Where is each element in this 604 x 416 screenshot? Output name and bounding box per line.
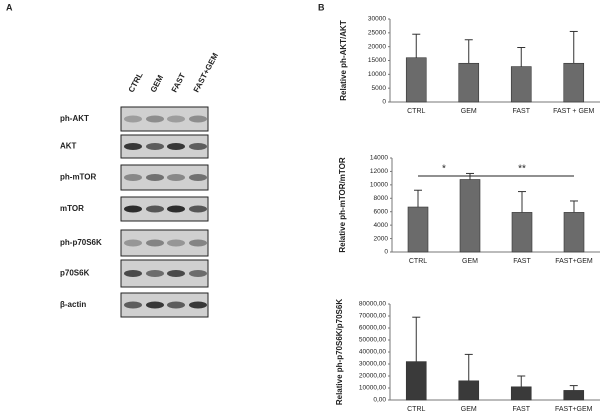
band bbox=[167, 301, 185, 309]
band bbox=[146, 205, 164, 213]
y-tick-label: 30000 bbox=[368, 16, 386, 23]
lane-label: FAST+GEM bbox=[192, 51, 220, 94]
row-label: β-actin bbox=[60, 300, 86, 309]
blot bbox=[120, 134, 209, 159]
band bbox=[167, 174, 185, 181]
blot bbox=[120, 106, 209, 132]
significance-label: * bbox=[442, 164, 446, 175]
band bbox=[146, 143, 164, 150]
bar bbox=[458, 62, 480, 103]
y-tick-label: 2000 bbox=[374, 235, 389, 242]
y-tick-label: 10000 bbox=[368, 71, 386, 78]
band bbox=[189, 270, 207, 277]
y-tick-label: 0 bbox=[384, 249, 388, 256]
band bbox=[124, 143, 142, 150]
bar bbox=[511, 212, 533, 253]
x-tick-label: FAST+GEM bbox=[555, 406, 593, 413]
y-tick-label: 14000 bbox=[370, 155, 388, 162]
band bbox=[189, 143, 207, 150]
bar bbox=[405, 57, 427, 103]
band bbox=[189, 301, 207, 309]
y-tick-label: 20000,00 bbox=[359, 373, 386, 380]
band bbox=[124, 115, 142, 123]
band bbox=[124, 205, 142, 213]
bar bbox=[510, 386, 532, 401]
x-tick-label: GEM bbox=[461, 108, 477, 115]
y-tick-label: 20000 bbox=[368, 43, 386, 50]
lane-label: GEM bbox=[149, 73, 166, 94]
band bbox=[146, 301, 164, 309]
row-label: mTOR bbox=[60, 204, 84, 213]
y-tick-label: 40000,00 bbox=[359, 349, 386, 356]
band bbox=[189, 205, 207, 213]
lane-label: FAST bbox=[170, 72, 188, 94]
lane-label: CTRL bbox=[127, 71, 145, 94]
band bbox=[146, 174, 164, 181]
y-axis-title: Relative ph-mTOR/mTOR bbox=[338, 157, 347, 253]
x-tick-label: FAST + GEM bbox=[553, 108, 594, 115]
y-axis-title: Relative ph-p70S6K/p70S6K bbox=[335, 299, 344, 405]
significance-label: ** bbox=[518, 164, 526, 175]
y-tick-label: 60000,00 bbox=[359, 325, 386, 332]
bar bbox=[459, 179, 481, 253]
blot bbox=[120, 229, 209, 257]
row-label: AKT bbox=[60, 142, 77, 151]
x-tick-label: GEM bbox=[462, 258, 478, 265]
y-tick-label: 0,00 bbox=[373, 397, 386, 404]
y-tick-label: 10000 bbox=[370, 182, 388, 189]
panel-label: B bbox=[318, 2, 325, 12]
x-tick-label: FAST bbox=[512, 406, 530, 413]
band bbox=[189, 174, 207, 181]
band bbox=[146, 239, 164, 247]
x-tick-label: CTRL bbox=[409, 258, 427, 265]
x-tick-label: GEM bbox=[461, 406, 477, 413]
bar bbox=[458, 380, 480, 401]
y-tick-label: 25000 bbox=[368, 30, 386, 37]
y-tick-label: 0 bbox=[382, 99, 386, 106]
band bbox=[124, 270, 142, 277]
band bbox=[167, 143, 185, 150]
bar bbox=[563, 62, 585, 103]
band bbox=[167, 239, 185, 247]
y-tick-label: 5000 bbox=[372, 85, 387, 92]
row-label: p70S6K bbox=[60, 269, 90, 278]
y-tick-label: 10000,00 bbox=[359, 385, 386, 392]
row-label: ph-AKT bbox=[60, 114, 89, 123]
band bbox=[189, 115, 207, 123]
band bbox=[146, 270, 164, 277]
bar bbox=[510, 66, 532, 103]
bar bbox=[405, 361, 427, 401]
band bbox=[167, 205, 185, 213]
bar bbox=[563, 390, 585, 401]
x-tick-label: FAST bbox=[513, 258, 531, 265]
band bbox=[189, 239, 207, 247]
y-tick-label: 6000 bbox=[374, 208, 389, 215]
y-tick-label: 15000 bbox=[368, 57, 386, 64]
band bbox=[146, 115, 164, 123]
band bbox=[167, 115, 185, 123]
band bbox=[124, 239, 142, 247]
bar bbox=[563, 212, 585, 253]
bar bbox=[407, 206, 429, 253]
panel-label: A bbox=[6, 2, 13, 12]
y-tick-label: 30000,00 bbox=[359, 361, 386, 368]
y-tick-label: 50000,00 bbox=[359, 337, 386, 344]
row-label: ph-p70S6K bbox=[60, 238, 102, 247]
band bbox=[167, 270, 185, 277]
x-tick-label: FAST bbox=[512, 108, 530, 115]
y-tick-label: 12000 bbox=[370, 168, 388, 175]
y-tick-label: 4000 bbox=[374, 222, 389, 229]
y-tick-label: 70000,00 bbox=[359, 313, 386, 320]
band bbox=[124, 174, 142, 181]
y-tick-label: 8000 bbox=[374, 195, 389, 202]
x-tick-label: CTRL bbox=[407, 406, 425, 413]
row-label: ph-mTOR bbox=[60, 173, 97, 182]
y-axis-title: Relative ph-AKT/AKT bbox=[339, 20, 348, 101]
band bbox=[124, 301, 142, 309]
y-tick-label: 80000,00 bbox=[359, 301, 386, 308]
x-tick-label: CTRL bbox=[407, 108, 425, 115]
x-tick-label: FAST+GEM bbox=[555, 258, 593, 265]
